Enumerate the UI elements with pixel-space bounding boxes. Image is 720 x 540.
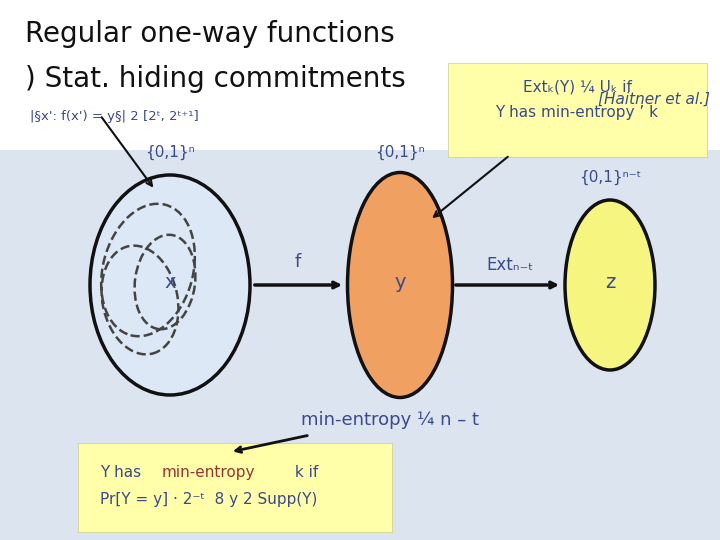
Text: {0,1}ⁿ⁻ᵗ: {0,1}ⁿ⁻ᵗ: [579, 170, 641, 185]
Text: f: f: [295, 253, 301, 271]
Text: Extₖ(Y) ¼ Uₖ if: Extₖ(Y) ¼ Uₖ if: [523, 80, 631, 95]
Ellipse shape: [90, 175, 250, 395]
Text: [Haitner et al.]: [Haitner et al.]: [598, 92, 710, 107]
Ellipse shape: [348, 172, 452, 397]
Bar: [0, 150, 720, 540]
FancyBboxPatch shape: [448, 63, 707, 157]
Text: |§x': f(x') = y§| 2 [2ᵗ, 2ᵗ⁺¹]: |§x': f(x') = y§| 2 [2ᵗ, 2ᵗ⁺¹]: [30, 110, 199, 123]
Text: {0,1}ⁿ: {0,1}ⁿ: [145, 145, 195, 160]
Text: y: y: [395, 273, 406, 292]
Text: Extₙ₋ₜ: Extₙ₋ₜ: [487, 256, 534, 274]
Text: Y has: Y has: [100, 465, 146, 480]
FancyBboxPatch shape: [78, 443, 392, 532]
Text: {0,1}ⁿ: {0,1}ⁿ: [375, 145, 425, 160]
Text: Y has min-entropy ’ k: Y has min-entropy ’ k: [495, 105, 659, 120]
Text: min-entropy: min-entropy: [162, 465, 256, 480]
Text: ) Stat. hiding commitments: ) Stat. hiding commitments: [25, 65, 406, 93]
Text: k if: k if: [290, 465, 318, 480]
Ellipse shape: [565, 200, 655, 370]
Text: x: x: [164, 273, 176, 292]
Text: Regular one-way functions: Regular one-way functions: [25, 20, 395, 48]
Text: min-entropy ¼ n – t: min-entropy ¼ n – t: [301, 411, 479, 429]
Text: z: z: [605, 273, 615, 292]
Text: Pr[Y = y] · 2⁻ᵗ  8 y 2 Supp(Y): Pr[Y = y] · 2⁻ᵗ 8 y 2 Supp(Y): [100, 492, 318, 507]
